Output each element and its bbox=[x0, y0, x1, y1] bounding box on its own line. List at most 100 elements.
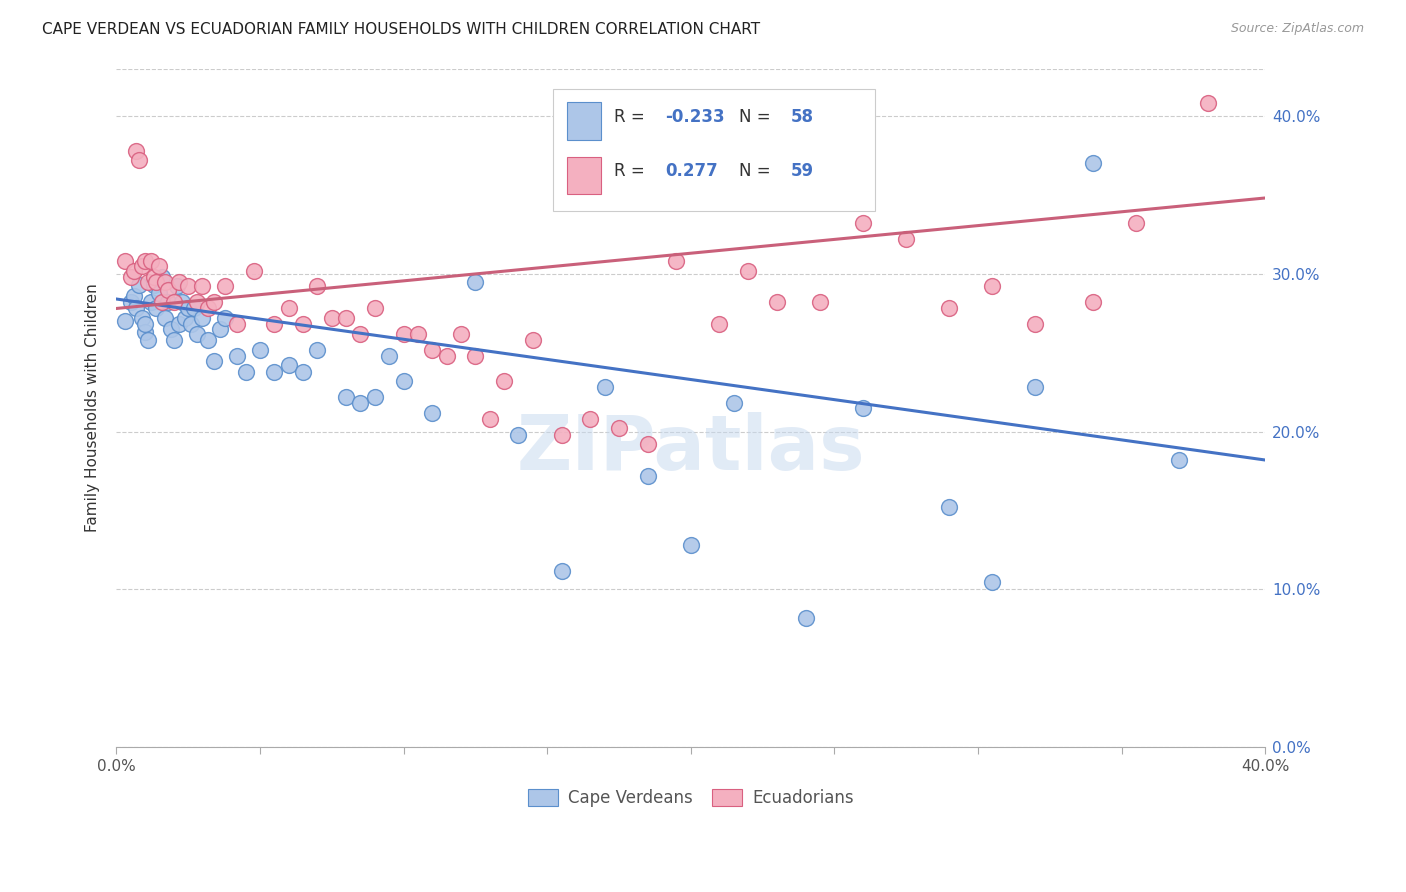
Point bbox=[450, 326, 472, 341]
Point bbox=[665, 254, 688, 268]
Point bbox=[148, 285, 170, 300]
Point bbox=[191, 310, 214, 325]
Point bbox=[125, 144, 148, 158]
Point bbox=[180, 318, 202, 332]
Point bbox=[163, 295, 186, 310]
Point bbox=[150, 295, 173, 310]
Point bbox=[1024, 318, 1046, 332]
Point bbox=[637, 468, 659, 483]
Point bbox=[508, 427, 530, 442]
FancyBboxPatch shape bbox=[567, 103, 602, 140]
Point bbox=[291, 365, 314, 379]
Point bbox=[263, 318, 285, 332]
Point bbox=[172, 295, 194, 310]
Point bbox=[125, 301, 148, 316]
Point bbox=[307, 279, 329, 293]
Point bbox=[794, 611, 817, 625]
Point bbox=[142, 277, 165, 292]
Point bbox=[156, 295, 179, 310]
Point bbox=[177, 279, 200, 293]
Point bbox=[148, 259, 170, 273]
Point bbox=[291, 318, 314, 332]
Point bbox=[981, 279, 1004, 293]
Point bbox=[607, 421, 630, 435]
Text: R =: R = bbox=[614, 162, 655, 180]
Text: R =: R = bbox=[614, 108, 650, 126]
Point bbox=[183, 301, 205, 316]
Point bbox=[852, 401, 875, 415]
Point bbox=[679, 538, 702, 552]
Point bbox=[114, 314, 136, 328]
Point bbox=[197, 333, 219, 347]
Point bbox=[808, 295, 831, 310]
Point bbox=[145, 275, 167, 289]
Point bbox=[392, 326, 415, 341]
Point bbox=[166, 279, 188, 293]
Point bbox=[145, 301, 167, 316]
Point bbox=[139, 295, 162, 310]
Point bbox=[593, 380, 616, 394]
Point bbox=[1081, 156, 1104, 170]
Point bbox=[364, 390, 387, 404]
Point bbox=[142, 269, 165, 284]
Point bbox=[136, 333, 159, 347]
Point bbox=[478, 412, 501, 426]
Point bbox=[186, 326, 208, 341]
Point bbox=[139, 254, 162, 268]
Point bbox=[852, 216, 875, 230]
Point bbox=[637, 437, 659, 451]
Point bbox=[202, 295, 225, 310]
Point bbox=[1081, 295, 1104, 310]
Point bbox=[464, 275, 486, 289]
Point bbox=[136, 275, 159, 289]
Point bbox=[938, 500, 960, 515]
Text: N =: N = bbox=[740, 108, 776, 126]
Point bbox=[364, 301, 387, 316]
Point bbox=[321, 310, 343, 325]
Point bbox=[235, 365, 257, 379]
Point bbox=[981, 574, 1004, 589]
Point bbox=[202, 353, 225, 368]
Point bbox=[436, 349, 458, 363]
Point bbox=[214, 310, 236, 325]
Point bbox=[766, 295, 789, 310]
Point bbox=[150, 269, 173, 284]
Point bbox=[186, 295, 208, 310]
FancyBboxPatch shape bbox=[567, 157, 602, 194]
Point bbox=[307, 343, 329, 357]
Legend: Cape Verdeans, Ecuadorians: Cape Verdeans, Ecuadorians bbox=[520, 782, 860, 814]
Point bbox=[896, 232, 918, 246]
Point bbox=[197, 301, 219, 316]
Point bbox=[120, 295, 142, 310]
Point bbox=[349, 326, 371, 341]
Point bbox=[114, 254, 136, 268]
Point bbox=[153, 275, 176, 289]
Point bbox=[1024, 380, 1046, 394]
Text: Source: ZipAtlas.com: Source: ZipAtlas.com bbox=[1230, 22, 1364, 36]
Point bbox=[550, 564, 572, 578]
Text: 59: 59 bbox=[790, 162, 814, 180]
Point bbox=[249, 343, 271, 357]
Point bbox=[335, 390, 357, 404]
Point bbox=[709, 318, 731, 332]
Point bbox=[169, 318, 191, 332]
Point bbox=[494, 374, 516, 388]
Point bbox=[134, 254, 156, 268]
Point bbox=[131, 310, 153, 325]
Point bbox=[160, 322, 183, 336]
Point bbox=[550, 427, 572, 442]
Point bbox=[134, 325, 156, 339]
Point bbox=[122, 289, 145, 303]
Point bbox=[131, 259, 153, 273]
Text: CAPE VERDEAN VS ECUADORIAN FAMILY HOUSEHOLDS WITH CHILDREN CORRELATION CHART: CAPE VERDEAN VS ECUADORIAN FAMILY HOUSEH… bbox=[42, 22, 761, 37]
Point bbox=[226, 318, 249, 332]
Text: 0.277: 0.277 bbox=[665, 162, 718, 180]
Point bbox=[163, 333, 186, 347]
Text: -0.233: -0.233 bbox=[665, 108, 725, 126]
Point bbox=[723, 396, 745, 410]
Point bbox=[153, 310, 176, 325]
Point bbox=[406, 326, 429, 341]
Point bbox=[156, 283, 179, 297]
Point bbox=[174, 310, 197, 325]
Point bbox=[737, 263, 759, 277]
